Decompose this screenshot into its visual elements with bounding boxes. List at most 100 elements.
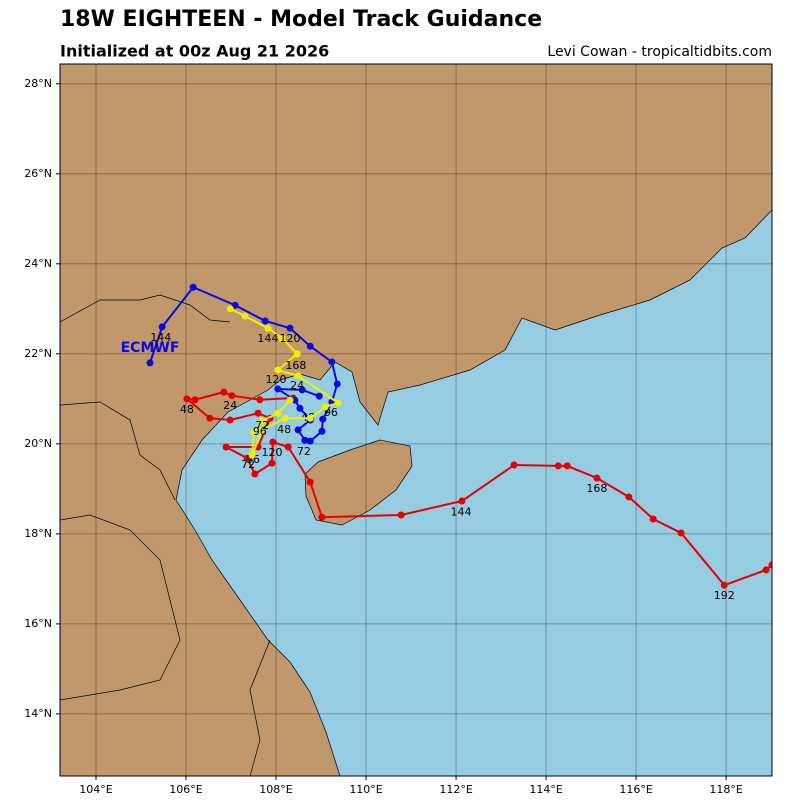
border xyxy=(60,294,271,776)
hour-label: 24 xyxy=(223,399,237,412)
track-point xyxy=(296,404,304,412)
grid xyxy=(60,64,772,776)
model-name: ECMWF xyxy=(121,340,180,356)
hour-label: 72 xyxy=(297,445,311,458)
track-point xyxy=(268,459,276,467)
axes: 104°E 106°E 108°E 110°E 112°E 114°E 116°E 118°E… xyxy=(24,77,743,796)
hour-label: 24 xyxy=(290,379,304,392)
track-point xyxy=(458,497,466,505)
track-point xyxy=(189,283,197,291)
track-point xyxy=(334,399,342,407)
lat-tick-label: 14°N xyxy=(24,707,52,720)
track-point xyxy=(274,385,282,393)
lat-tick-label: 24°N xyxy=(24,257,52,270)
track-point xyxy=(191,396,199,404)
track-point xyxy=(254,409,262,417)
lon-tick-label: 114°E xyxy=(529,783,562,796)
track-point xyxy=(228,392,236,400)
track-point xyxy=(146,359,154,367)
hour-label: 120 xyxy=(261,446,282,459)
hour-label: 144 xyxy=(150,331,171,344)
track-point xyxy=(510,461,518,469)
subtitle: Initialized at 00z Aug 21 2026 xyxy=(60,42,329,61)
track-point xyxy=(720,581,728,589)
hour-label: 72 xyxy=(255,419,269,432)
track-point xyxy=(278,334,286,342)
lon-tick-label: 110°E xyxy=(349,783,382,796)
track-point xyxy=(269,438,277,446)
track-point xyxy=(281,414,289,422)
hour-label: 96 xyxy=(253,425,267,438)
hour-label: 120 xyxy=(266,373,287,386)
hour-label: 168 xyxy=(285,359,306,372)
lon-tick-label: 116°E xyxy=(619,783,652,796)
track-point xyxy=(301,436,309,444)
hour-label: 192 xyxy=(714,589,735,602)
track-point xyxy=(158,323,166,331)
track-point xyxy=(318,427,326,435)
map-frame xyxy=(59,63,773,777)
track-point xyxy=(293,350,301,358)
track-point xyxy=(183,395,191,403)
track-point xyxy=(306,437,314,445)
hour-label: 48 xyxy=(277,423,291,436)
credit: Levi Cowan - tropicaltidbits.com xyxy=(547,44,772,60)
track-point xyxy=(768,561,772,569)
track-point xyxy=(319,415,327,423)
hour-label: 48 xyxy=(180,403,194,416)
hour-label: 144 xyxy=(257,332,278,345)
hour-label: 144 xyxy=(451,505,472,518)
lat-tick-label: 28°N xyxy=(24,77,52,90)
track-point xyxy=(226,305,234,313)
track-point xyxy=(291,396,299,404)
track-point xyxy=(264,324,272,332)
track-point xyxy=(625,493,633,501)
track-point xyxy=(250,428,258,436)
track-point xyxy=(333,380,341,388)
lon-tick-label: 118°E xyxy=(709,783,742,796)
lon-tick-label: 108°E xyxy=(259,783,292,796)
track-point xyxy=(261,317,269,325)
lon-tick-label: 106°E xyxy=(169,783,202,796)
track-point xyxy=(222,443,230,451)
track-point xyxy=(231,301,239,309)
track-point xyxy=(258,426,266,434)
tracks: 24487296120144168192487296120144ECMWF244… xyxy=(121,283,772,602)
track-point xyxy=(206,414,214,422)
lat-tick-label: 16°N xyxy=(24,617,52,630)
track-point xyxy=(241,312,249,320)
title: 18W EIGHTEEN - Model Track Guidance xyxy=(60,7,542,32)
track-point xyxy=(286,324,294,332)
lat-tick-label: 18°N xyxy=(24,527,52,540)
track-point xyxy=(321,403,329,411)
hour-label: 120 xyxy=(279,332,300,345)
track-point xyxy=(251,470,259,478)
track-point xyxy=(397,511,405,519)
track-point xyxy=(315,392,323,400)
track-point xyxy=(306,414,314,422)
track-point xyxy=(220,388,228,396)
track-point xyxy=(274,366,282,374)
track-point xyxy=(563,462,571,470)
track-point xyxy=(554,462,562,470)
track-point xyxy=(306,478,314,486)
track-point xyxy=(226,416,234,424)
track-point xyxy=(649,515,657,523)
track-point xyxy=(306,342,314,350)
lat-tick-label: 26°N xyxy=(24,167,52,180)
track-point xyxy=(294,372,302,380)
hainan-island xyxy=(304,439,413,526)
track-point xyxy=(762,566,770,574)
track-point xyxy=(256,396,264,404)
track-point xyxy=(294,426,302,434)
track-point xyxy=(286,396,294,404)
track-point xyxy=(677,529,685,537)
track-point xyxy=(258,417,266,425)
lon-tick-label: 112°E xyxy=(439,783,472,796)
lon-tick-label: 104°E xyxy=(79,783,112,796)
track-point xyxy=(298,386,306,394)
track-point xyxy=(274,409,282,417)
track-point xyxy=(284,443,292,451)
map-area: 24487296120144168192487296120144ECMWF244… xyxy=(60,64,772,776)
track-point xyxy=(318,513,326,521)
